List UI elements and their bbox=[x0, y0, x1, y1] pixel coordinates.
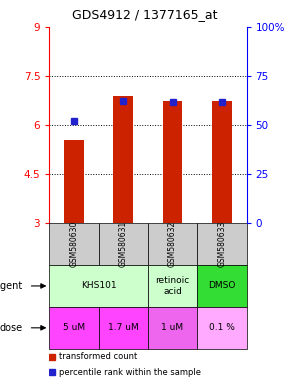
Bar bbox=[197, 265, 246, 307]
Text: GSM580632: GSM580632 bbox=[168, 221, 177, 267]
Bar bbox=[197, 223, 246, 265]
Bar bbox=[99, 223, 148, 265]
Text: GSM580630: GSM580630 bbox=[69, 221, 79, 267]
Text: percentile rank within the sample: percentile rank within the sample bbox=[59, 368, 201, 377]
Bar bbox=[148, 223, 197, 265]
Text: DMSO: DMSO bbox=[208, 281, 235, 290]
Text: 1.7 uM: 1.7 uM bbox=[108, 323, 139, 332]
Bar bbox=[49, 265, 148, 307]
Text: KHS101: KHS101 bbox=[81, 281, 116, 290]
Bar bbox=[197, 307, 246, 349]
Bar bbox=[49, 223, 99, 265]
Text: transformed count: transformed count bbox=[59, 352, 137, 361]
Bar bbox=[148, 265, 197, 307]
Text: agent: agent bbox=[0, 281, 22, 291]
Text: GDS4912 / 1377165_at: GDS4912 / 1377165_at bbox=[72, 8, 218, 21]
Bar bbox=[113, 96, 133, 223]
Text: retinoic
acid: retinoic acid bbox=[155, 276, 190, 296]
Bar bbox=[49, 307, 99, 349]
Text: GSM580631: GSM580631 bbox=[119, 221, 128, 267]
Text: 5 uM: 5 uM bbox=[63, 323, 85, 332]
Text: dose: dose bbox=[0, 323, 22, 333]
Bar bbox=[64, 140, 84, 223]
Bar bbox=[212, 101, 232, 223]
Bar bbox=[148, 307, 197, 349]
Text: 1 uM: 1 uM bbox=[162, 323, 184, 332]
Bar bbox=[163, 101, 182, 223]
Bar bbox=[99, 307, 148, 349]
Text: 0.1 %: 0.1 % bbox=[209, 323, 235, 332]
Text: GSM580633: GSM580633 bbox=[217, 221, 226, 267]
